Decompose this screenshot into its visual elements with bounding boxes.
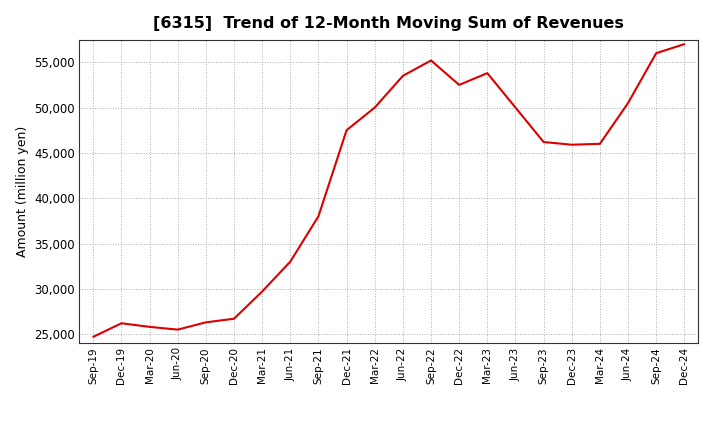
Y-axis label: Amount (million yen): Amount (million yen) bbox=[16, 126, 29, 257]
Title: [6315]  Trend of 12-Month Moving Sum of Revenues: [6315] Trend of 12-Month Moving Sum of R… bbox=[153, 16, 624, 32]
